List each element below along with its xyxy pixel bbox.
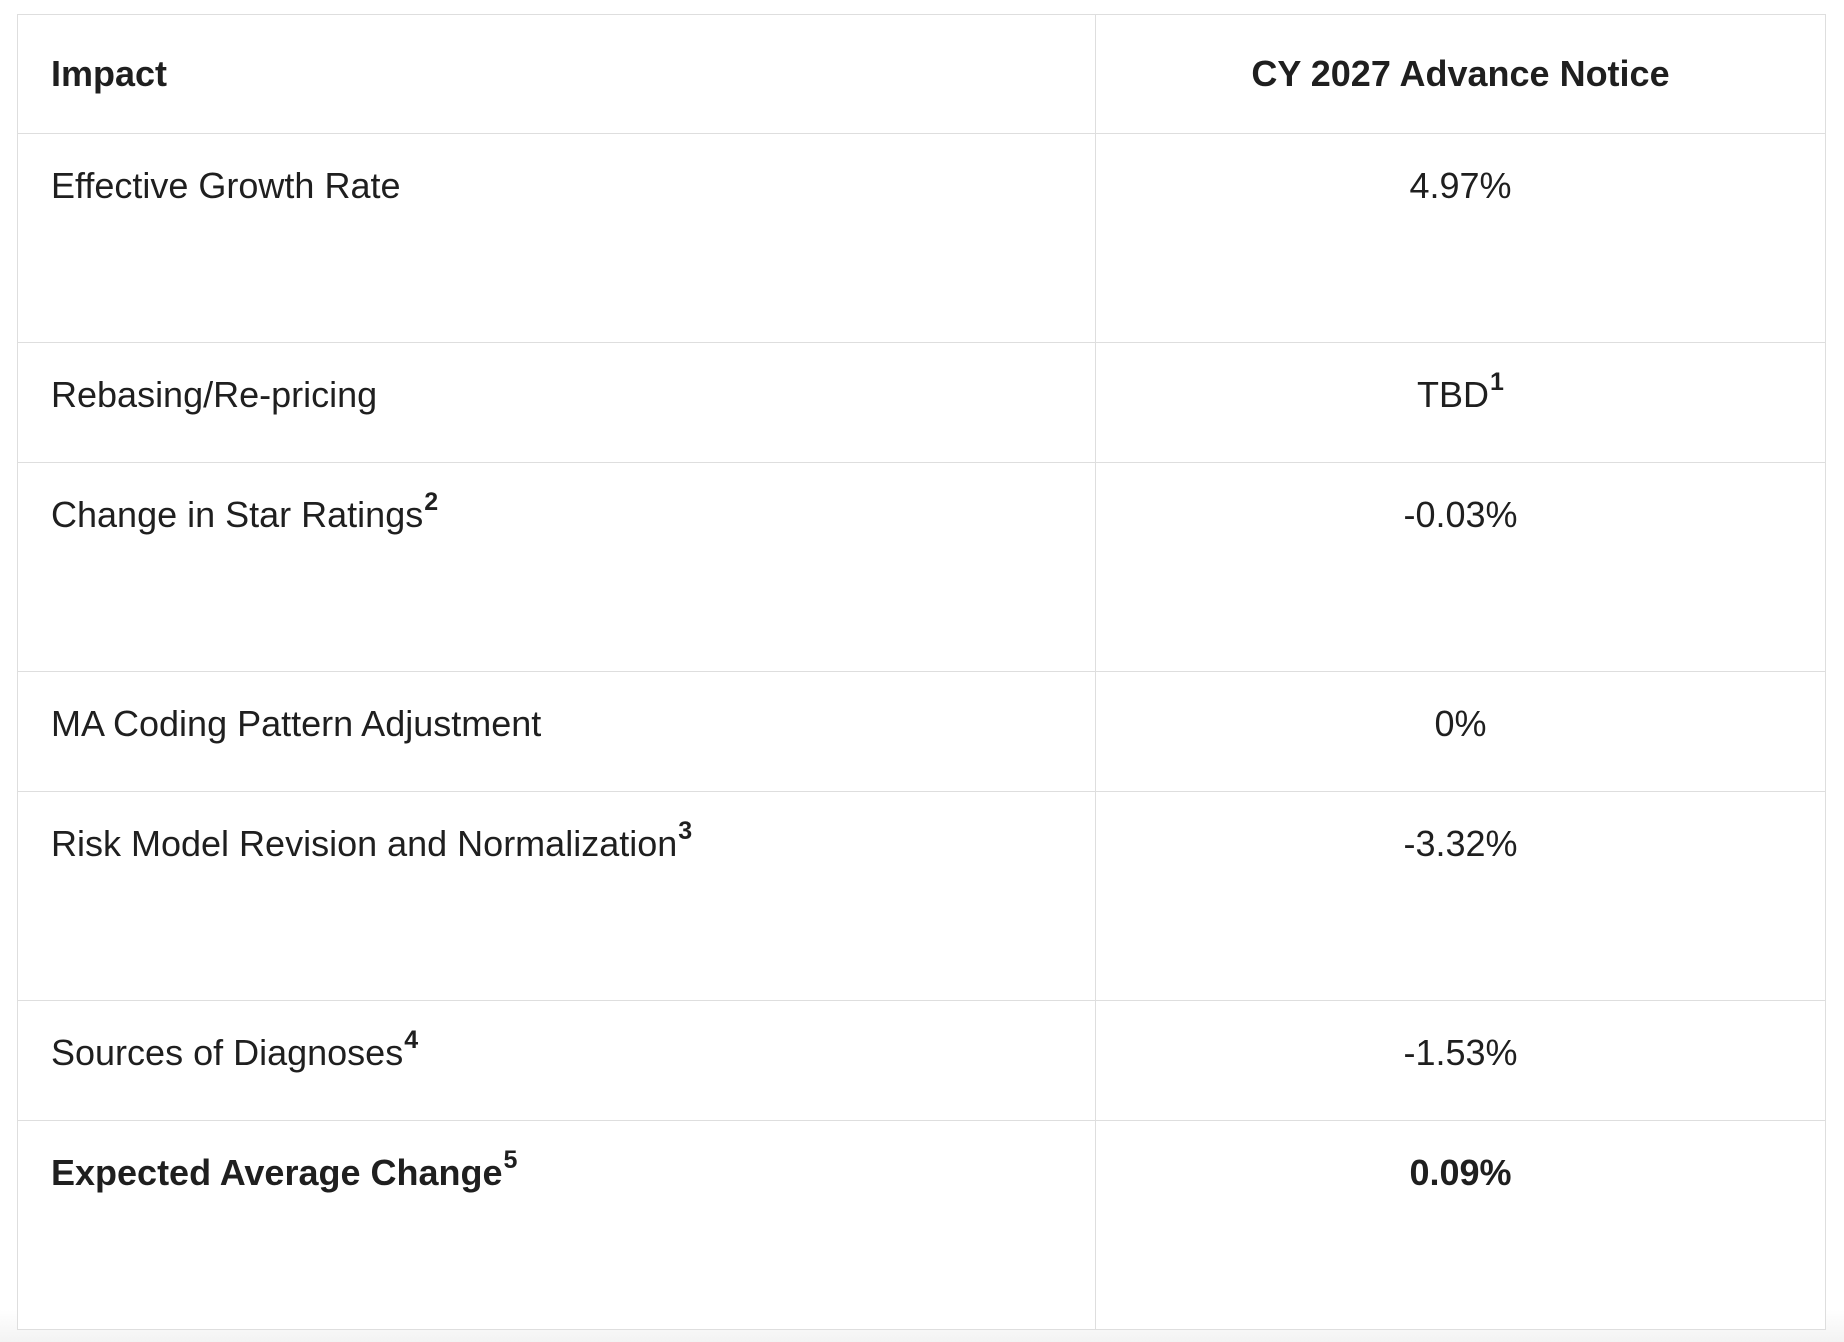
row-label: Expected Average Change bbox=[51, 1152, 503, 1193]
table-row: Effective Growth Rate 4.97% bbox=[17, 133, 1826, 343]
row-label: Risk Model Revision and Normalization bbox=[51, 823, 678, 864]
row-value: TBD bbox=[1417, 374, 1490, 415]
row-value: -1.53% bbox=[1403, 1032, 1518, 1073]
row-value-cell: 4.97% bbox=[1095, 133, 1826, 343]
table-row: Change in Star Ratings2 -0.03% bbox=[17, 462, 1826, 672]
row-value-cell: TBD1 bbox=[1095, 342, 1826, 463]
table-row: MA Coding Pattern Adjustment 0% bbox=[17, 671, 1826, 792]
table-row: Sources of Diagnoses4 -1.53% bbox=[17, 1000, 1826, 1121]
row-value-cell: -3.32% bbox=[1095, 791, 1826, 1001]
row-value-cell: 0% bbox=[1095, 671, 1826, 792]
row-label: MA Coding Pattern Adjustment bbox=[51, 703, 542, 744]
row-label: Sources of Diagnoses bbox=[51, 1032, 404, 1073]
advance-notice-column-header: CY 2027 Advance Notice bbox=[1095, 14, 1826, 134]
table-row: Rebasing/Re-pricing TBD1 bbox=[17, 342, 1826, 463]
row-value: -3.32% bbox=[1403, 823, 1518, 864]
impact-table: Impact CY 2027 Advance Notice Effective … bbox=[17, 14, 1826, 1330]
row-label-cell: Rebasing/Re-pricing bbox=[17, 342, 1096, 463]
row-label-cell: Risk Model Revision and Normalization3 bbox=[17, 791, 1096, 1001]
row-value: 0.09% bbox=[1409, 1152, 1512, 1193]
row-label-cell: MA Coding Pattern Adjustment bbox=[17, 671, 1096, 792]
row-label-cell: Change in Star Ratings2 bbox=[17, 462, 1096, 672]
impact-column-header: Impact bbox=[17, 14, 1096, 134]
row-value: -0.03% bbox=[1403, 494, 1518, 535]
row-value-cell: 0.09% bbox=[1095, 1120, 1826, 1330]
table-header-row: Impact CY 2027 Advance Notice bbox=[17, 14, 1826, 134]
footnote-marker: 2 bbox=[424, 488, 439, 516]
row-value-cell: -1.53% bbox=[1095, 1000, 1826, 1121]
footnote-marker: 4 bbox=[404, 1026, 419, 1054]
footnote-marker: 3 bbox=[678, 817, 693, 845]
row-label-cell: Expected Average Change5 bbox=[17, 1120, 1096, 1330]
row-value: 4.97% bbox=[1409, 165, 1512, 206]
row-label: Change in Star Ratings bbox=[51, 494, 424, 535]
row-label: Effective Growth Rate bbox=[51, 165, 401, 206]
row-label: Rebasing/Re-pricing bbox=[51, 374, 378, 415]
row-label-cell: Effective Growth Rate bbox=[17, 133, 1096, 343]
footnote-marker: 5 bbox=[503, 1146, 518, 1174]
row-value: 0% bbox=[1434, 703, 1487, 744]
table-row-total: Expected Average Change5 0.09% bbox=[17, 1120, 1826, 1330]
footnote-marker: 1 bbox=[1490, 368, 1504, 396]
row-label-cell: Sources of Diagnoses4 bbox=[17, 1000, 1096, 1121]
table-row: Risk Model Revision and Normalization3 -… bbox=[17, 791, 1826, 1001]
row-value-cell: -0.03% bbox=[1095, 462, 1826, 672]
